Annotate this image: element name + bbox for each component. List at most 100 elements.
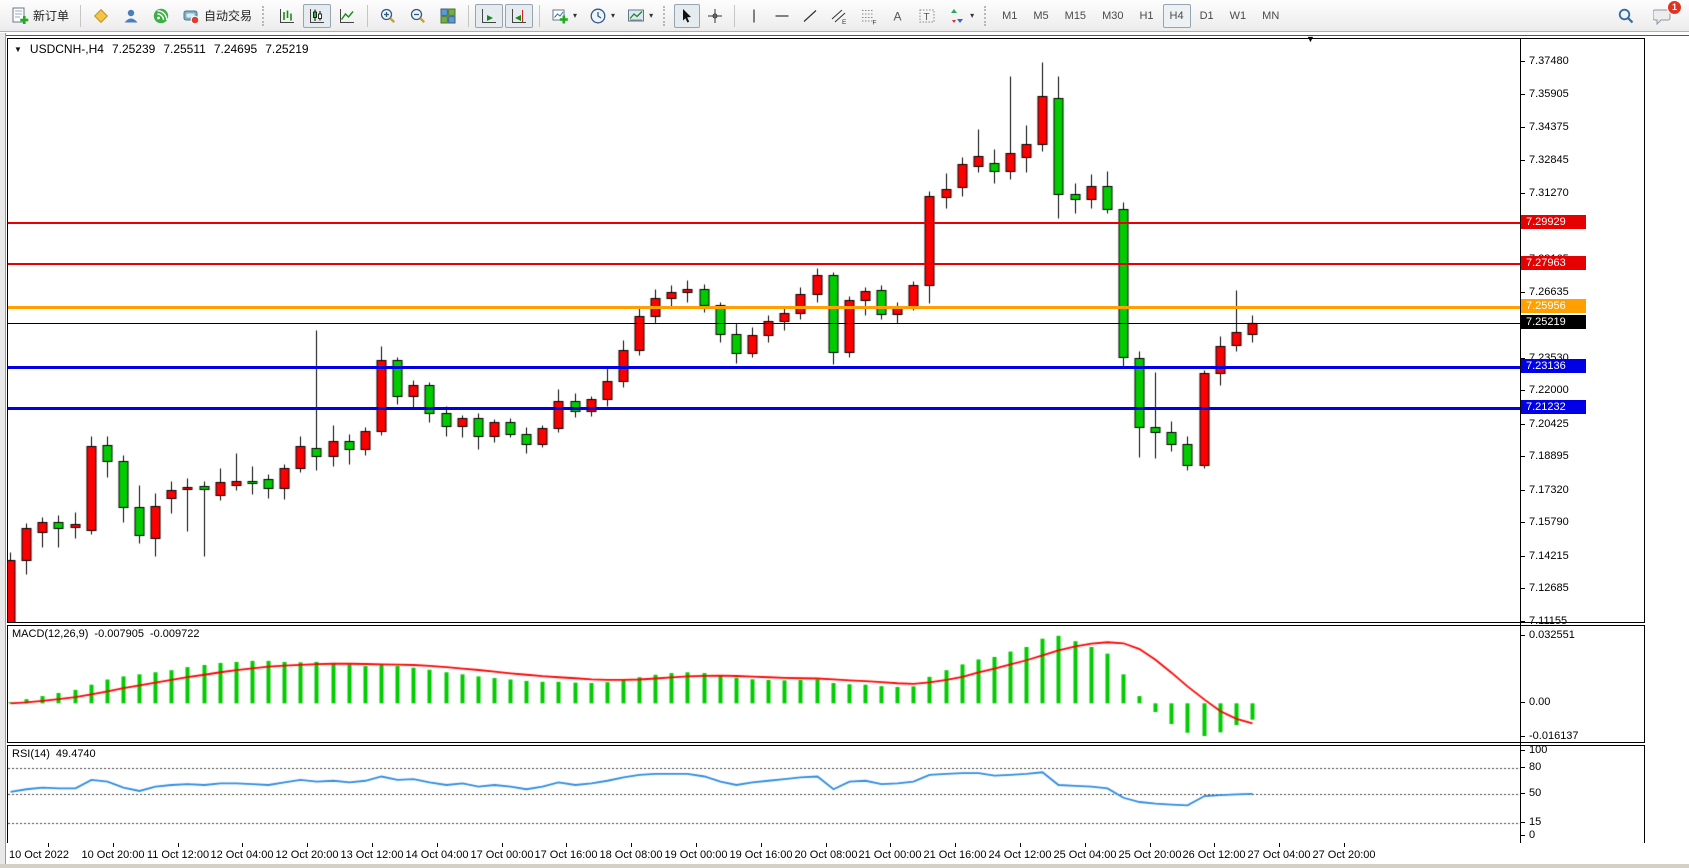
horizontal-line-icon xyxy=(775,14,789,17)
periods-button[interactable]: ▾ xyxy=(584,4,620,28)
text-label-tool-button[interactable]: T xyxy=(913,4,941,28)
price-level-label: 7.23136 xyxy=(1521,359,1586,373)
crosshair-tool-button[interactable] xyxy=(702,4,728,28)
axis-tick-label: 7.32845 xyxy=(1529,154,1569,166)
search-button[interactable] xyxy=(1612,4,1640,28)
zoom-out-button[interactable] xyxy=(404,4,432,28)
timeframe-d1-button[interactable]: D1 xyxy=(1199,9,1214,22)
price-level-line[interactable] xyxy=(8,366,1520,369)
time-axis-label: 12 Oct 20:00 xyxy=(275,849,339,861)
time-axis-tick xyxy=(502,843,503,847)
time-axis-label: 13 Oct 12:00 xyxy=(340,849,404,861)
timeframe-m5-button[interactable]: M5 xyxy=(1033,9,1049,22)
price-level-line[interactable] xyxy=(8,407,1520,410)
timeframe-h1-button[interactable]: H1 xyxy=(1139,9,1154,22)
notifications-button[interactable]: 1 xyxy=(1648,0,1682,28)
timeframe-m1-button[interactable]: M1 xyxy=(1002,9,1018,22)
timeframe-m15-button[interactable]: M15 xyxy=(1064,9,1087,22)
axis-tick xyxy=(1520,490,1525,491)
ohlc-low: 7.24695 xyxy=(213,42,258,56)
chart-shift-button[interactable] xyxy=(505,3,534,28)
time-axis-label: 26 Oct 12:00 xyxy=(1182,849,1246,861)
time-axis-label: 10 Oct 20:00 xyxy=(81,849,145,861)
quotes-button[interactable] xyxy=(87,4,115,28)
candlestick-chart-icon xyxy=(310,8,325,23)
search-icon xyxy=(1618,8,1634,23)
line-chart-icon xyxy=(340,8,355,23)
new-order-button[interactable]: 新订单 xyxy=(6,4,74,28)
autotrading-button[interactable]: 自动交易 xyxy=(177,4,257,28)
timeframe-w1-button[interactable]: W1 xyxy=(1229,9,1247,22)
time-axis-tick xyxy=(178,843,179,847)
price-axis-border xyxy=(1520,38,1521,843)
timeframe-h4-button[interactable]: H4 xyxy=(1162,3,1191,28)
signals-button[interactable] xyxy=(147,4,175,28)
price-level-line[interactable] xyxy=(8,306,1520,309)
toolbar-handle xyxy=(262,5,268,26)
rsi-indicator-name: RSI(14) xyxy=(12,748,50,760)
timeframe-mn-button[interactable]: MN xyxy=(1262,9,1280,22)
fibonacci-tool-button[interactable]: F xyxy=(855,4,883,28)
notification-badge: 1 xyxy=(1667,0,1682,15)
rsi-chart-canvas[interactable] xyxy=(8,746,1521,843)
axis-tick-label: 7.20425 xyxy=(1529,418,1569,430)
candlestick-chart-canvas[interactable] xyxy=(8,39,1521,622)
axis-tick xyxy=(1520,767,1525,768)
text-tool-button[interactable]: A xyxy=(885,4,911,28)
time-axis-tick xyxy=(1344,843,1345,847)
tile-windows-icon xyxy=(440,8,456,24)
axis-tick-label: 7.17320 xyxy=(1529,484,1569,496)
trendline-tool-button[interactable] xyxy=(797,4,823,28)
axis-tick-label: 50 xyxy=(1529,787,1542,799)
window-bottom-edge xyxy=(0,864,1689,868)
axis-tick xyxy=(1520,822,1525,823)
clock-icon xyxy=(590,8,606,23)
svg-text:A: A xyxy=(894,9,902,23)
price-level-label: 7.25956 xyxy=(1521,299,1586,313)
zoom-in-button[interactable] xyxy=(374,4,402,28)
price-level-line[interactable] xyxy=(8,222,1520,224)
dropdown-caret: ▾ xyxy=(970,10,975,20)
indicators-button[interactable]: ▾ xyxy=(546,4,582,28)
axis-tick-label: 7.34375 xyxy=(1529,121,1569,133)
community-button[interactable] xyxy=(117,4,145,28)
time-axis-label: 18 Oct 08:00 xyxy=(599,849,663,861)
window-left-edge xyxy=(0,33,6,868)
auto-scroll-button[interactable] xyxy=(475,3,504,28)
axis-tick-label: 15 xyxy=(1529,816,1542,828)
price-level-line[interactable] xyxy=(8,323,1520,324)
time-axis-tick xyxy=(242,843,243,847)
price-level-line[interactable] xyxy=(8,263,1520,265)
line-chart-button[interactable] xyxy=(333,4,361,28)
axis-tick xyxy=(1520,160,1525,161)
rsi-label-row: RSI(14) 49.4740 xyxy=(12,748,96,760)
toolbar-handle xyxy=(663,5,669,26)
cursor-tool-button[interactable] xyxy=(674,3,701,28)
time-axis-tick xyxy=(1150,843,1151,847)
quotes-icon xyxy=(93,8,109,23)
autotrading-label: 自动交易 xyxy=(204,9,253,23)
price-level-label: 7.25219 xyxy=(1521,315,1586,329)
time-axis[interactable]: 10 Oct 2022 10 Oct 20:00 11 Oct 12:00 12 Oc… xyxy=(7,843,1689,865)
price-level-label: 7.29929 xyxy=(1521,215,1586,229)
fibonacci-icon: F xyxy=(862,9,877,25)
macd-chart-canvas[interactable] xyxy=(8,626,1521,742)
dropdown-caret: ▾ xyxy=(611,10,616,20)
ohlc-open: 7.25239 xyxy=(111,42,156,56)
chart-symbol-period: USDCNH-,H4 xyxy=(29,42,104,56)
time-axis-label: 25 Oct 20:00 xyxy=(1118,849,1182,861)
price-axis[interactable]: 7.29929 7.27963 7.25956 7.25219 7.23136 7.212… xyxy=(1520,33,1689,845)
bar-chart-button[interactable] xyxy=(273,4,301,28)
vertical-line-tool-button[interactable] xyxy=(741,4,767,28)
chart-shift-marker-icon[interactable]: ▼ xyxy=(1306,34,1315,44)
one-click-trading-arrow[interactable]: ▼ xyxy=(14,44,22,54)
timeframe-m30-button[interactable]: M30 xyxy=(1102,9,1124,22)
arrows-tool-button[interactable]: ▾ xyxy=(943,4,979,28)
channel-tool-button[interactable]: E xyxy=(825,4,853,28)
templates-button[interactable]: ▾ xyxy=(622,4,658,28)
tile-windows-button[interactable] xyxy=(434,4,462,28)
main-chart-panel: ▼ USDCNH-,H4 7.25239 7.25511 7.24695 7.2… xyxy=(7,38,1645,623)
candlestick-chart-button[interactable] xyxy=(303,3,332,28)
indicators-add-icon xyxy=(552,9,568,23)
horizontal-line-tool-button[interactable] xyxy=(769,4,795,28)
